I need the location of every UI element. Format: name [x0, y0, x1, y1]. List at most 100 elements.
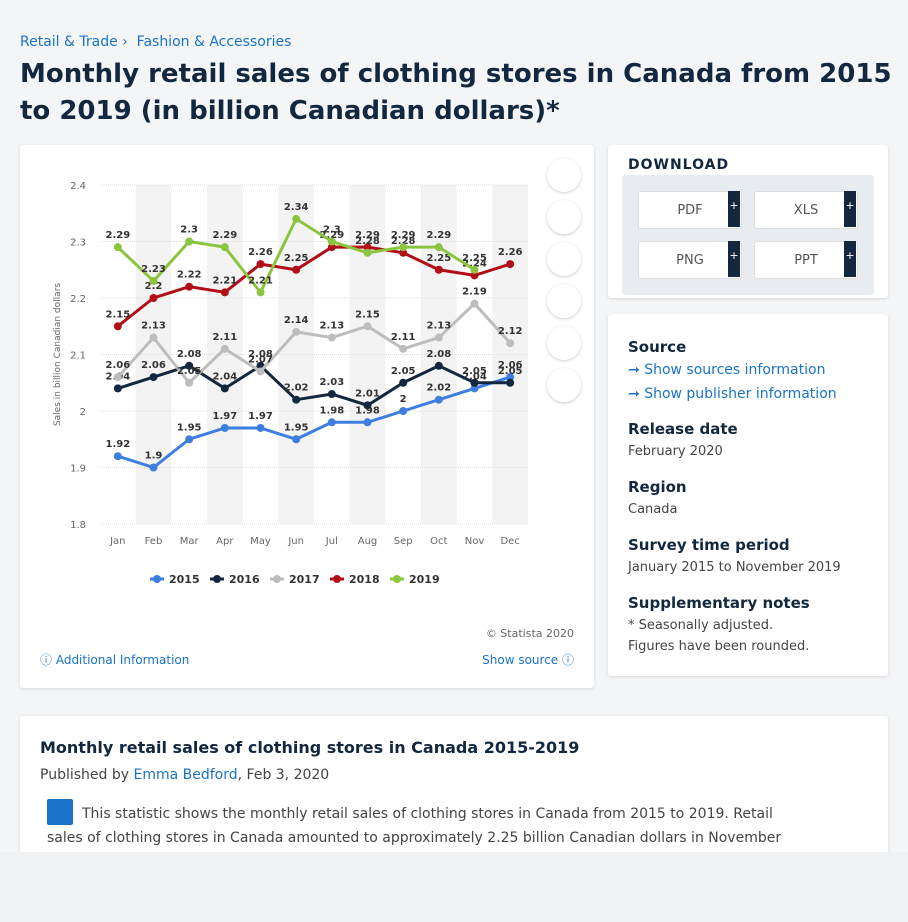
- download-button[interactable]: PDF: [638, 191, 742, 229]
- data-label: 1.9: [145, 451, 163, 462]
- section-text: * Seasonally adjusted.: [628, 618, 774, 633]
- data-label: 1.95: [177, 422, 202, 433]
- data-label: 1.97: [248, 411, 273, 422]
- icon-button[interactable]: [547, 368, 581, 402]
- point: [220, 344, 229, 353]
- icon-button[interactable]: [547, 158, 581, 192]
- point: [149, 277, 158, 286]
- icon-button[interactable]: [547, 242, 581, 276]
- data-label: 2.34: [284, 202, 309, 213]
- author[interactable]: Emma Bedford: [133, 767, 238, 783]
- icon-button[interactable]: [547, 200, 581, 234]
- show-source-text: Show source: [482, 653, 559, 667]
- data-label: 2.13: [141, 321, 166, 332]
- x-tick-label: Apr: [216, 536, 234, 547]
- crumb[interactable]: Fashion & Accessories: [136, 34, 292, 50]
- plus[interactable]: +: [844, 191, 856, 227]
- point: [220, 384, 229, 393]
- data-label: 2.28: [355, 236, 380, 247]
- chart-card: 1.8 1.9 2 2.1 2.2 2.3 2.4 Jan Feb Mar Apr May Jun Jul…: [20, 145, 594, 688]
- data-label: 2.08: [426, 349, 451, 360]
- data-label: 2.25: [426, 253, 451, 264]
- crumb[interactable]: Retail & Trade: [20, 34, 118, 50]
- data-label: 2.15: [355, 309, 380, 320]
- download-button[interactable]: PNG: [638, 241, 742, 279]
- legend-dot: [153, 575, 161, 583]
- legend-dot: [333, 575, 341, 583]
- data-label: 2.04: [212, 371, 237, 382]
- point: [185, 237, 194, 246]
- x-tick-label: May: [250, 536, 271, 547]
- legend-label: 2019: [409, 573, 440, 586]
- y-tick-label: 2.2: [70, 294, 86, 305]
- point: [256, 423, 265, 432]
- series-line: [117, 375, 511, 470]
- point: [399, 243, 408, 252]
- y-tick-label: 2: [80, 407, 86, 418]
- legend-label: 2018: [349, 573, 380, 586]
- page-title: Monthly retail sales of clothing stores …: [20, 59, 892, 126]
- show-source[interactable]: Show source ⓘ: [482, 653, 574, 667]
- point: [506, 339, 515, 348]
- data-label: 2.29: [426, 230, 451, 241]
- copyright: © Statista 2020: [485, 627, 574, 640]
- legend-label: 2015: [169, 573, 200, 586]
- article-heading: Monthly retail sales of clothing stores …: [40, 738, 580, 757]
- download-card: DOWNLOAD PDF + XLS + PNG + PPT +: [608, 145, 888, 298]
- section-text: February 2020: [628, 444, 723, 459]
- byline: Published by Emma Bedford, Feb 3, 2020: [40, 767, 329, 783]
- x-tick-label: Sep: [394, 536, 413, 547]
- byline-prefix: Published by: [40, 767, 130, 783]
- download-button[interactable]: PPT: [754, 241, 858, 279]
- point: [220, 288, 229, 297]
- x-tick-label: Jan: [109, 536, 125, 547]
- data-label: 2.06: [498, 360, 523, 371]
- icon-button[interactable]: [547, 326, 581, 360]
- plus[interactable]: +: [844, 241, 856, 277]
- additional-info[interactable]: ⓘ Additional Information: [40, 653, 190, 667]
- data-label: 2.11: [212, 332, 237, 343]
- source-link[interactable]: ➞ Show sources information: [628, 362, 826, 378]
- data-label: 2.05: [391, 366, 416, 377]
- data-label: 2.29: [319, 230, 344, 241]
- legend-label: 2017: [289, 573, 320, 586]
- legend-dot: [273, 575, 281, 583]
- data-label: 2.05: [177, 366, 202, 377]
- point: [113, 243, 122, 252]
- data-label: 2.22: [177, 270, 202, 281]
- source-link[interactable]: ➞ Show publisher information: [628, 386, 837, 402]
- point: [185, 435, 194, 444]
- data-label: 2.25: [284, 253, 309, 264]
- plus[interactable]: +: [728, 241, 740, 277]
- y-tick-label: 2.3: [70, 238, 86, 249]
- x-tick-label: Jun: [287, 536, 304, 547]
- footer-bar: [0, 852, 908, 922]
- legend-label: 2016: [229, 573, 260, 586]
- data-label: 2.03: [319, 377, 344, 388]
- column-band: [349, 185, 386, 524]
- y-tick-label: 1.8: [70, 520, 86, 531]
- point: [363, 243, 372, 252]
- y-tick-label: 2.4: [70, 181, 86, 192]
- plus[interactable]: +: [728, 191, 740, 227]
- article: Monthly retail sales of clothing stores …: [20, 716, 888, 876]
- data-label: 1.98: [319, 405, 344, 416]
- data-label: 2.12: [498, 326, 523, 337]
- data-label: 2.26: [248, 247, 273, 258]
- icon-button[interactable]: [547, 284, 581, 318]
- data-label: 2.01: [355, 388, 380, 399]
- data-label: 2.24: [462, 258, 487, 269]
- point: [292, 435, 301, 444]
- sidebar: Source ➞ Show sources information ➞ Show…: [608, 314, 888, 676]
- point: [149, 373, 158, 382]
- data-label: 1.98: [355, 405, 380, 416]
- point: [470, 265, 479, 274]
- point: [220, 243, 229, 252]
- point: [470, 378, 479, 387]
- download-button[interactable]: XLS: [754, 191, 858, 229]
- point: [363, 322, 372, 331]
- data-label: 2.29: [355, 230, 380, 241]
- point: [113, 373, 122, 382]
